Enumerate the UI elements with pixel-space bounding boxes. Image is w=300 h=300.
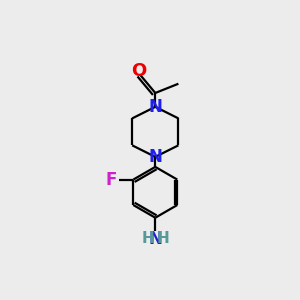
Text: H: H (141, 231, 154, 246)
Text: N: N (148, 98, 162, 116)
Text: F: F (105, 171, 117, 189)
Text: N: N (148, 148, 162, 166)
Text: N: N (148, 230, 162, 247)
Text: H: H (157, 231, 169, 246)
Text: O: O (131, 62, 146, 80)
